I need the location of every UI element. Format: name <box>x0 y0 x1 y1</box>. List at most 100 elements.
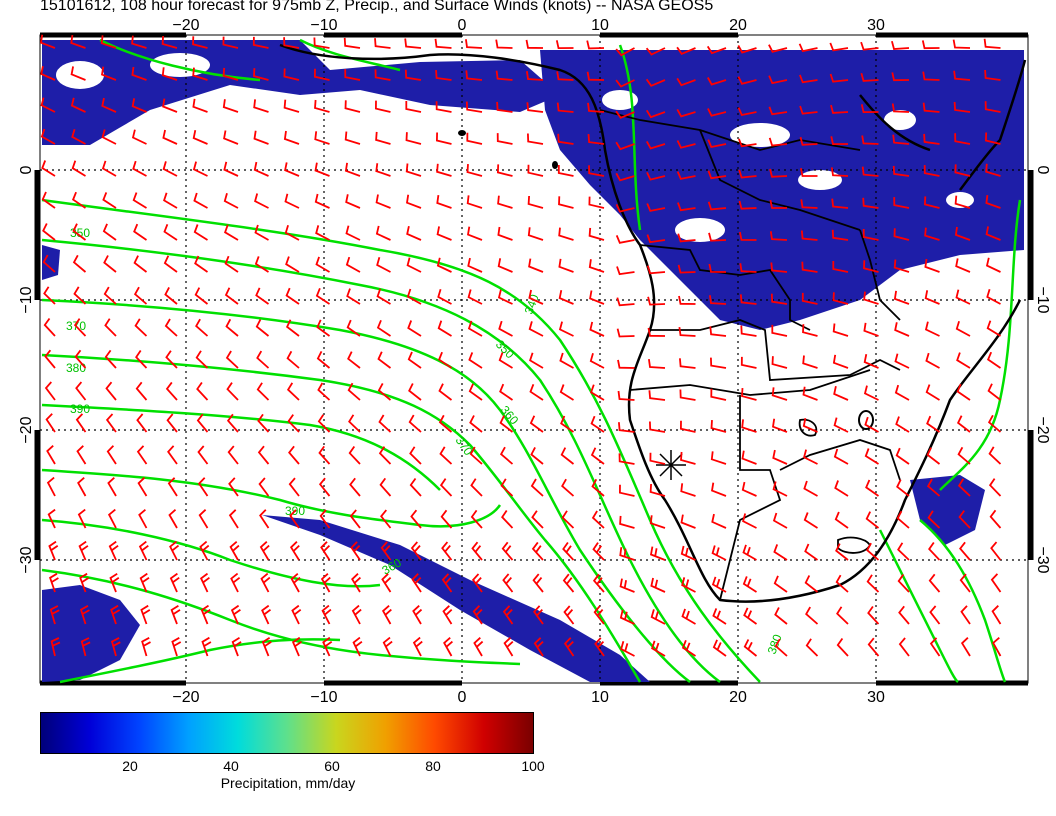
wind-barb <box>647 327 666 337</box>
wind-barb <box>230 572 241 593</box>
wind-barb <box>891 40 910 50</box>
wind-barb <box>960 637 971 657</box>
wind-barb <box>772 449 788 465</box>
lat-tick-right: −10 <box>1034 286 1051 313</box>
wind-barb <box>990 541 1002 561</box>
wind-barb <box>586 40 605 50</box>
wind-barb <box>646 172 666 181</box>
wind-barb <box>959 541 971 561</box>
wind-barb <box>831 198 849 209</box>
wind-barb <box>677 264 696 274</box>
wind-barb <box>528 258 544 273</box>
wind-barb <box>374 100 391 113</box>
wind-barb <box>466 195 483 209</box>
wind-barb <box>168 509 178 529</box>
wind-barb <box>893 290 910 305</box>
wind-barb <box>954 133 971 145</box>
wind-barb <box>830 167 849 177</box>
lon-tick-bottom: 30 <box>867 689 885 706</box>
lon-tick-top: 10 <box>591 17 609 34</box>
wind-barb <box>50 637 61 657</box>
wind-barb <box>991 605 1002 625</box>
lon-tick-bottom: 20 <box>729 689 747 706</box>
wind-barb <box>867 605 880 625</box>
wind-barb <box>317 382 331 401</box>
wind-barb <box>72 254 87 273</box>
wind-barb <box>590 415 605 433</box>
wind-barb <box>253 99 269 113</box>
wind-barb <box>866 542 880 561</box>
wind-barb <box>465 39 483 49</box>
wind-barb <box>898 637 910 657</box>
wind-barb <box>131 98 147 113</box>
wind-barb <box>201 636 212 657</box>
wind-barb <box>927 510 941 529</box>
wind-barb <box>139 572 150 593</box>
wind-barb <box>468 352 483 369</box>
wind-barb <box>108 540 119 561</box>
wind-barb <box>497 289 513 305</box>
wind-barb <box>617 390 635 401</box>
wind-barb <box>987 414 1002 433</box>
wind-barb <box>799 74 818 84</box>
wind-barb <box>436 194 452 209</box>
wind-barb <box>318 477 331 497</box>
wind-barb <box>499 446 514 465</box>
wind-barb <box>351 573 362 593</box>
wind-barb <box>864 416 879 433</box>
wind-barb <box>408 383 422 401</box>
lon-tick-top: 20 <box>729 17 747 34</box>
wind-barb <box>957 446 971 465</box>
wind-barb <box>800 230 818 241</box>
wind-barb <box>527 227 544 241</box>
wind-barb <box>527 195 544 209</box>
wind-barb <box>195 350 209 369</box>
wind-barb <box>897 542 910 561</box>
precip-sw-corner <box>42 585 140 682</box>
lon-tick-bottom: 10 <box>591 689 609 706</box>
lake-features <box>458 130 874 430</box>
wind-barb <box>739 231 757 241</box>
wind-barb <box>284 162 300 177</box>
wind-barb <box>555 40 574 50</box>
wind-barb <box>257 445 270 465</box>
wind-barb <box>135 381 148 401</box>
wind-barb <box>864 448 879 465</box>
wind-barb <box>495 70 513 81</box>
wind-barb <box>526 70 544 81</box>
wind-barb <box>557 165 574 177</box>
wind-barb <box>193 192 208 209</box>
wind-barb <box>343 37 361 49</box>
wind-barb <box>161 35 178 49</box>
wind-barb <box>988 446 1002 465</box>
wind-barb <box>676 171 696 180</box>
wind-barb <box>77 508 87 529</box>
wind-barb <box>254 224 269 241</box>
wind-barb <box>286 382 300 401</box>
wind-barb <box>467 320 483 337</box>
wind-barb <box>860 72 879 82</box>
wind-barb <box>892 134 910 145</box>
wind-barb <box>953 70 971 81</box>
wind-barb <box>891 72 910 82</box>
wind-barb <box>922 71 940 81</box>
wind-barb <box>314 131 330 145</box>
wind-barb <box>165 350 178 369</box>
wind-barb <box>829 73 849 83</box>
wind-barb <box>830 104 849 114</box>
wind-barb <box>410 541 422 561</box>
wind-barb <box>379 477 392 497</box>
wind-barb <box>345 256 361 273</box>
wind-barb <box>381 605 392 625</box>
wind-barb <box>134 318 148 337</box>
wind-barb <box>708 232 727 242</box>
lat-tick-right: −20 <box>1034 416 1051 443</box>
wind-barb <box>986 288 1001 305</box>
wind-barb <box>436 226 452 241</box>
wind-barb <box>228 477 239 497</box>
wind-barb <box>618 453 635 465</box>
wind-barb <box>712 639 727 657</box>
wind-barb <box>469 446 483 465</box>
wind-barb <box>985 194 1001 209</box>
wind-barb <box>347 382 361 401</box>
